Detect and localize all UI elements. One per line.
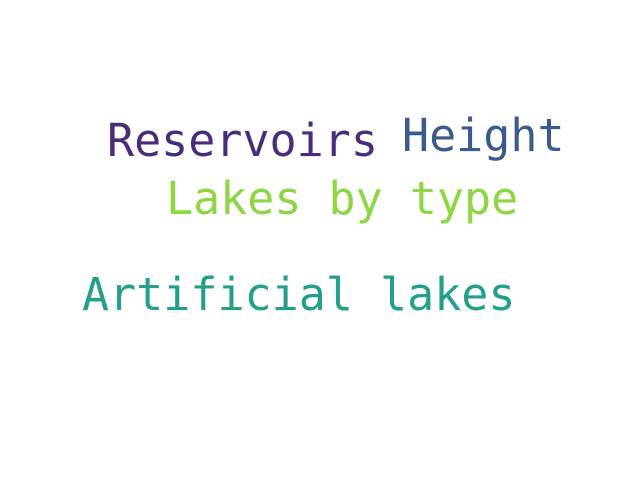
word-height: Height: [402, 109, 565, 162]
word-reservoirs: Reservoirs: [107, 114, 378, 167]
word-artificial-lakes: Artificial lakes: [82, 268, 516, 321]
word-lakes-by-type: Lakes by type: [166, 172, 519, 225]
